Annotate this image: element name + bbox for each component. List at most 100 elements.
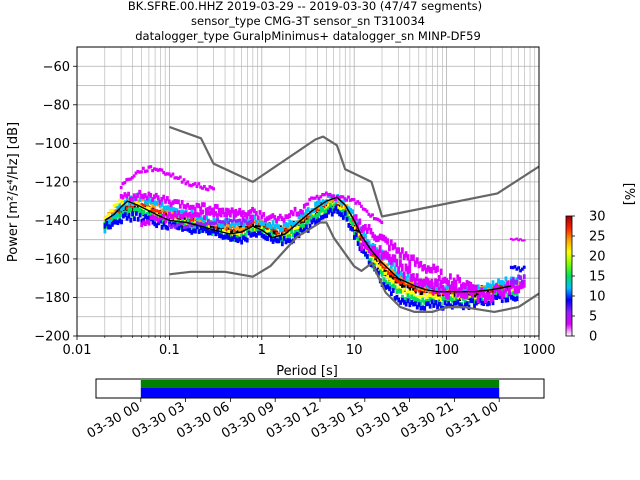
pdf-cell — [380, 234, 384, 241]
pdf-cell — [214, 223, 218, 227]
pdf-cell — [314, 209, 317, 213]
pdf-cell — [180, 180, 184, 184]
pdf-cell — [347, 223, 351, 228]
pdf-cell — [234, 220, 238, 226]
pdf-cell — [205, 224, 208, 230]
pdf-cell — [515, 267, 519, 271]
pdf-cell — [266, 222, 269, 228]
pdf-cell — [207, 225, 210, 229]
x-tick-label: 1 — [258, 343, 266, 358]
pdf-cell — [210, 228, 214, 234]
pdf-cell — [164, 218, 168, 224]
pdf-cell — [133, 202, 136, 210]
pdf-cell — [243, 236, 247, 242]
pdf-cell — [345, 211, 349, 217]
pdf-cell — [219, 207, 223, 213]
pdf-cell — [362, 249, 366, 254]
pdf-cell — [325, 201, 329, 209]
pdf-cell — [245, 221, 249, 225]
pdf-cell — [231, 224, 234, 228]
pdf-cell — [380, 268, 384, 272]
pdf-cell — [129, 203, 133, 207]
pdf-cell — [223, 218, 227, 224]
pdf-cell — [243, 219, 247, 223]
pdf-cell — [121, 201, 125, 206]
pdf-cell — [219, 233, 223, 239]
pdf-cell — [188, 228, 192, 234]
pdf-cell — [214, 225, 218, 229]
pdf-cell — [432, 286, 436, 295]
pdf-cell — [204, 210, 208, 216]
pdf-cell — [138, 170, 142, 174]
pdf-cell — [471, 298, 475, 304]
pdf-cell — [388, 286, 391, 292]
pdf-cell — [423, 286, 427, 294]
pdf-cell — [301, 212, 305, 218]
pdf-cell — [458, 294, 462, 301]
pdf-cell — [234, 219, 238, 223]
pdf-cell — [219, 212, 223, 218]
pdf-cell — [245, 237, 249, 243]
pdf-cell — [312, 217, 316, 223]
pdf-cell — [162, 170, 166, 175]
colorbar-tick-label: 20 — [589, 250, 606, 265]
pdf-cell — [232, 234, 236, 240]
pdf-cell — [376, 250, 380, 259]
pdf-cell — [408, 296, 412, 302]
pdf-cell — [143, 193, 147, 198]
pdf-cell — [437, 275, 441, 282]
pdf-cell — [399, 300, 402, 305]
pdf-cell — [460, 283, 463, 291]
pdf-cell — [201, 217, 205, 223]
pdf-cell — [214, 211, 218, 216]
pdf-cell — [267, 229, 271, 234]
pdf-cell — [114, 214, 118, 220]
pdf-cell — [352, 235, 356, 240]
x-tick-label: 100 — [434, 343, 459, 358]
pdf-cell — [408, 291, 412, 295]
pdf-cell — [522, 265, 526, 269]
pdf-cell — [207, 222, 210, 226]
pdf-cell — [445, 291, 449, 300]
pdf-cell — [160, 208, 164, 212]
pdf-cell — [434, 266, 438, 273]
pdf-cell — [350, 197, 354, 202]
pdf-cell — [303, 212, 306, 218]
pdf-cell — [103, 228, 107, 234]
pdf-cell — [107, 213, 111, 217]
pdf-cell — [107, 224, 111, 230]
pdf-cell — [519, 281, 522, 290]
pdf-cell — [140, 170, 143, 174]
pdf-cell — [389, 263, 393, 269]
pdf-cell — [391, 274, 395, 281]
pdf-cell — [415, 304, 419, 310]
pdf-cell — [504, 284, 508, 293]
x-axis-ticks: 0.01 0.1 1 10 100 1000 — [63, 336, 556, 358]
pdf-cell — [199, 228, 203, 234]
pdf-cell — [369, 244, 373, 249]
pdf-cell — [153, 200, 157, 206]
pdf-cell — [450, 294, 454, 298]
pdf-cell — [378, 269, 382, 275]
pdf-cell — [158, 202, 162, 208]
pdf-cell — [417, 299, 421, 304]
pdf-cell — [162, 194, 166, 200]
pdf-cell — [334, 199, 338, 204]
psd-plot: 0.01 0.1 1 10 100 1000 −60 −80 −100 −120 −140 −160… — [6, 46, 556, 379]
pdf-cell — [438, 296, 441, 300]
pdf-cell — [367, 240, 371, 246]
pdf-cell — [473, 299, 476, 305]
pdf-cell — [288, 213, 291, 219]
pdf-cell — [238, 233, 242, 237]
pdf-cell — [362, 224, 365, 232]
pdf-cell — [253, 208, 256, 214]
pdf-cell — [389, 268, 393, 272]
pdf-cell — [167, 199, 171, 205]
pdf-cell — [260, 221, 264, 226]
pdf-cell — [421, 288, 425, 295]
pdf-cell — [389, 239, 393, 246]
pdf-cell — [258, 220, 262, 226]
pdf-cell — [426, 301, 430, 306]
